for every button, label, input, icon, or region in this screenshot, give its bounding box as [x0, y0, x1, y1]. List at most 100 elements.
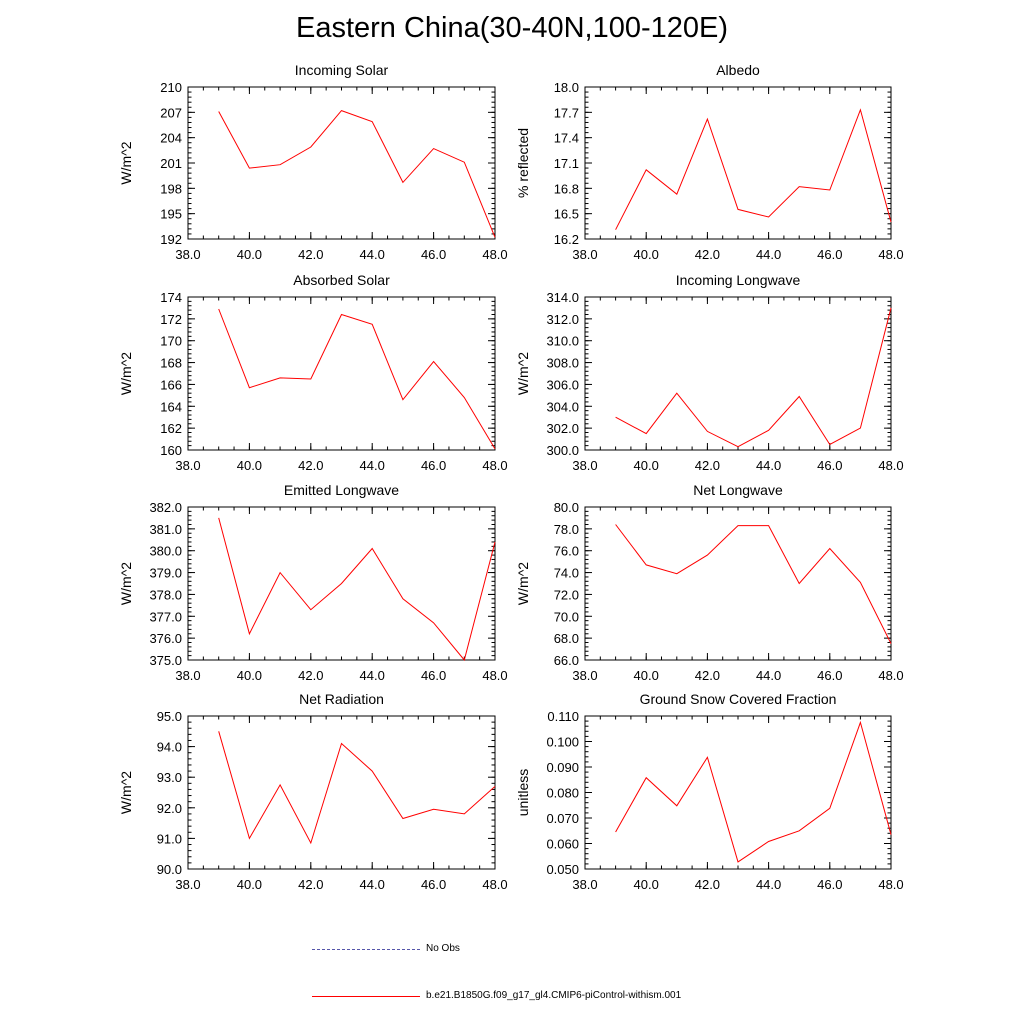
series-line — [218, 308, 496, 450]
y-tick-label: 302.0 — [546, 421, 579, 436]
chart-title: Emitted Longwave — [284, 482, 399, 498]
chart-title: Incoming Longwave — [676, 272, 801, 288]
y-tick-label: 300.0 — [546, 443, 579, 458]
y-tick-label: 72.0 — [554, 587, 579, 602]
chart-title: Ground Snow Covered Fraction — [640, 691, 837, 707]
x-tick-label: 44.0 — [756, 458, 781, 473]
y-tick-label: 0.100 — [546, 735, 579, 750]
plot-frame — [584, 296, 892, 451]
y-tick-label: 80.0 — [554, 500, 579, 515]
y-tick-label: 16.2 — [554, 232, 579, 247]
x-tick-label: 42.0 — [695, 668, 720, 683]
series-line — [615, 307, 892, 448]
x-tick-label: 46.0 — [817, 247, 842, 262]
chart-title: Net Radiation — [299, 691, 384, 707]
y-tick-label: 204 — [160, 131, 182, 146]
x-tick-label: 40.0 — [237, 247, 262, 262]
x-tick-label: 44.0 — [756, 247, 781, 262]
y-axis-label: W/m^2 — [118, 562, 134, 605]
y-tick-label: 312.0 — [546, 312, 579, 327]
y-tick-label: 17.4 — [554, 131, 579, 146]
chart-title: Net Longwave — [693, 482, 783, 498]
y-tick-label: 70.0 — [554, 609, 579, 624]
x-tick-label: 48.0 — [878, 668, 903, 683]
x-tick-label: 48.0 — [878, 877, 903, 892]
y-tick-label: 174 — [160, 290, 182, 305]
chart-title: Absorbed Solar — [293, 272, 390, 288]
y-tick-label: 376.0 — [149, 631, 182, 646]
y-tick-label: 0.060 — [546, 837, 579, 852]
x-tick-label: 40.0 — [634, 877, 659, 892]
y-tick-label: 0.110 — [547, 709, 579, 724]
y-tick-label: 172 — [160, 312, 182, 327]
y-tick-label: 306.0 — [546, 377, 579, 392]
y-tick-label: 18.0 — [554, 80, 579, 95]
chart-title: Incoming Solar — [295, 62, 389, 78]
chart-panel-emitted-longwave: Emitted Longwave W/m^2 38.0 40.0 42.0 44.0 46.… — [118, 482, 508, 683]
x-tick-label: 40.0 — [237, 458, 262, 473]
x-tick-label: 48.0 — [482, 247, 507, 262]
series-line — [218, 110, 496, 238]
y-tick-label: 0.070 — [546, 811, 579, 826]
y-tick-label: 90.0 — [157, 862, 182, 877]
legend-model-label: b.e21.B1850G.f09_g17_gl4.CMIP6-piControl… — [426, 990, 682, 1001]
y-tick-label: 16.5 — [554, 207, 579, 222]
x-tick-label: 42.0 — [695, 247, 720, 262]
y-tick-label: 304.0 — [546, 399, 579, 414]
y-axis-label: W/m^2 — [118, 352, 134, 395]
legend-obs-line — [312, 949, 420, 950]
y-tick-label: 74.0 — [554, 566, 579, 581]
plot-frame — [584, 715, 892, 870]
y-tick-label: 78.0 — [554, 522, 579, 537]
x-tick-label: 38.0 — [175, 877, 200, 892]
x-tick-label: 46.0 — [421, 877, 446, 892]
legend-obs-label: No Obs — [426, 943, 460, 954]
x-tick-label: 38.0 — [175, 458, 200, 473]
series-line — [615, 720, 892, 863]
y-tick-label: 310.0 — [546, 334, 579, 349]
x-tick-label: 44.0 — [360, 668, 385, 683]
y-tick-label: 162 — [160, 421, 182, 436]
y-tick-label: 382.0 — [149, 500, 182, 515]
plot-frame — [584, 506, 892, 661]
x-tick-label: 42.0 — [298, 247, 323, 262]
y-axis-label: unitless — [515, 769, 531, 816]
chart-title: Albedo — [716, 62, 760, 78]
y-tick-label: 207 — [160, 105, 182, 120]
y-tick-label: 94.0 — [157, 740, 182, 755]
x-tick-label: 48.0 — [482, 668, 507, 683]
y-tick-label: 210 — [160, 80, 182, 95]
y-tick-label: 314.0 — [546, 290, 579, 305]
chart-panel-albedo: Albedo % reflected 38.0 40.0 42.0 44.0 46.0 48.… — [515, 62, 904, 262]
chart-panel-net-radiation: Net Radiation W/m^2 38.0 40.0 42.0 44.0 46.0 48… — [118, 691, 508, 892]
chart-panel-incoming-solar: Incoming Solar W/m^2 38.0 40.0 42.0 44.0 46.0 4… — [118, 62, 508, 262]
y-axis-label: W/m^2 — [515, 562, 531, 605]
x-tick-label: 46.0 — [421, 247, 446, 262]
x-tick-label: 46.0 — [817, 877, 842, 892]
y-tick-label: 17.1 — [554, 156, 579, 171]
y-tick-label: 201 — [160, 156, 182, 171]
x-tick-label: 38.0 — [572, 877, 597, 892]
y-tick-label: 68.0 — [554, 631, 579, 646]
y-tick-label: 0.090 — [546, 760, 579, 775]
x-tick-label: 42.0 — [298, 668, 323, 683]
x-tick-label: 46.0 — [421, 458, 446, 473]
plot-frame — [187, 715, 496, 870]
plot-frame — [584, 86, 892, 240]
y-tick-label: 375.0 — [149, 653, 182, 668]
x-tick-label: 46.0 — [817, 668, 842, 683]
series-line — [615, 524, 892, 644]
y-tick-label: 198 — [160, 181, 182, 196]
y-tick-label: 93.0 — [157, 770, 182, 785]
x-tick-label: 44.0 — [756, 877, 781, 892]
x-tick-label: 44.0 — [360, 458, 385, 473]
x-tick-label: 44.0 — [360, 877, 385, 892]
x-tick-label: 38.0 — [572, 458, 597, 473]
x-tick-label: 46.0 — [421, 668, 446, 683]
x-tick-label: 38.0 — [175, 668, 200, 683]
y-tick-label: 170 — [160, 334, 182, 349]
chart-panel-net-longwave: Net Longwave W/m^2 38.0 40.0 42.0 44.0 46.0 48.… — [515, 482, 904, 683]
x-tick-label: 42.0 — [695, 877, 720, 892]
x-tick-label: 38.0 — [572, 247, 597, 262]
